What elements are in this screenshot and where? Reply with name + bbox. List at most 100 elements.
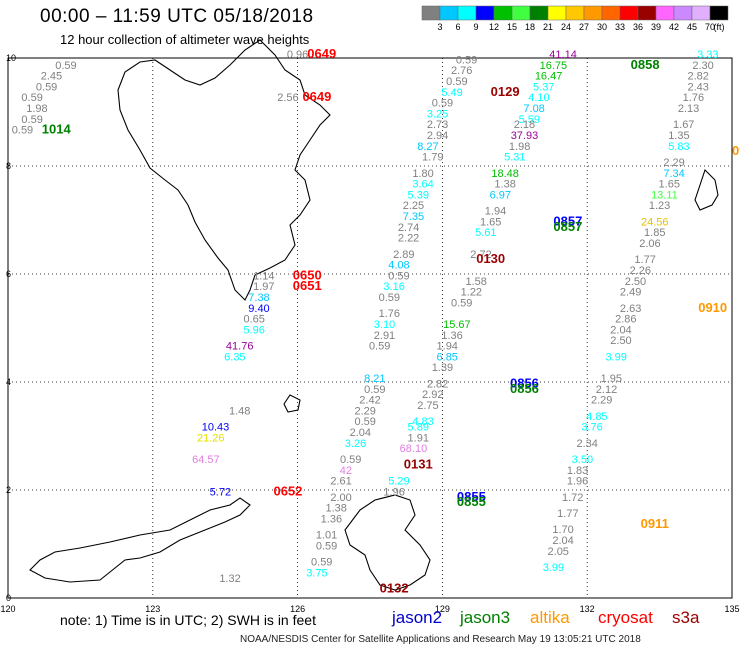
wave-height-label: 0.59 bbox=[446, 76, 467, 88]
wave-height-label: 2.86 bbox=[615, 314, 636, 326]
wave-height-label: 5.89 bbox=[408, 422, 429, 434]
wave-height-label: 1.01 bbox=[316, 530, 337, 542]
wave-height-label: 5.29 bbox=[388, 476, 409, 488]
wave-height-label: 8.27 bbox=[417, 141, 438, 153]
wave-height-label: 5.49 bbox=[441, 87, 462, 99]
wave-height-label: 2.29 bbox=[591, 395, 612, 407]
wave-height-label: 0.59 bbox=[456, 54, 477, 66]
wave-height-label: 1.80 bbox=[412, 168, 433, 180]
map-frame bbox=[7, 57, 733, 599]
wave-height-label: 1.36 bbox=[441, 330, 462, 342]
x-tick-label: 120 bbox=[0, 604, 15, 614]
y-axis-ticks: 0 2 4 6 8 10 bbox=[6, 53, 16, 603]
wave-height-label: 13.11 bbox=[651, 189, 678, 201]
wave-height-label: 1.36 bbox=[321, 513, 342, 525]
wave-height-label: 1.35 bbox=[668, 130, 689, 142]
wave-height-label: 1.39 bbox=[432, 362, 453, 374]
wave-height-label: 1.85 bbox=[644, 227, 665, 239]
wave-height-label: 0.59 bbox=[432, 98, 453, 110]
wave-height-label: 2.12 bbox=[596, 384, 617, 396]
color-swatch bbox=[673, 5, 693, 21]
wave-height-label: 0.59 bbox=[379, 292, 400, 304]
color-swatch bbox=[655, 5, 675, 21]
wave-height-label: 0.59 bbox=[316, 540, 337, 552]
x-tick-label: 135 bbox=[724, 604, 739, 614]
wave-height-label: 2.06 bbox=[639, 238, 660, 250]
color-swatch bbox=[619, 5, 639, 21]
wave-height-label: 2.50 bbox=[610, 335, 631, 347]
wave-height-label: 3.10 bbox=[374, 319, 395, 331]
wave-height-label: 1.94 bbox=[437, 341, 458, 353]
wave-height-label: 0.96 bbox=[287, 49, 308, 61]
pass-time-label: 0652 bbox=[273, 483, 302, 498]
color-swatch bbox=[637, 5, 657, 21]
pass-time-label: 0129 bbox=[491, 84, 520, 99]
color-swatch bbox=[601, 5, 621, 21]
wave-height-label: 2.04 bbox=[610, 324, 631, 336]
wave-height-label: 7.35 bbox=[403, 211, 424, 223]
wave-height-label: 0.59 bbox=[55, 60, 76, 72]
color-scale-label: 70 bbox=[705, 22, 715, 32]
wave-height-label: 1.48 bbox=[229, 405, 250, 417]
wave-height-label: 3.25 bbox=[427, 108, 448, 120]
wave-height-label: 5.39 bbox=[408, 189, 429, 201]
wave-height-label: 0.59 bbox=[354, 416, 375, 428]
wave-height-label: 3.75 bbox=[306, 567, 327, 579]
pass-time-label: 0649 bbox=[307, 46, 336, 61]
wave-height-label: 0.59 bbox=[388, 270, 409, 282]
color-swatch bbox=[457, 5, 477, 21]
wave-height-label: 1.96 bbox=[383, 486, 404, 498]
wave-height-label: 6.35 bbox=[224, 351, 245, 363]
pass-time-label: 0911 bbox=[641, 516, 669, 531]
wave-height-label: 0.59 bbox=[369, 341, 390, 353]
wave-height-label: 1.14 bbox=[253, 270, 274, 282]
wave-height-label: 2.94 bbox=[427, 130, 448, 142]
wave-height-label: 0.59 bbox=[311, 557, 332, 569]
wave-height-label: 41.76 bbox=[226, 341, 254, 353]
wave-height-label: 0.59 bbox=[21, 114, 42, 126]
wave-height-label: 3.26 bbox=[345, 438, 366, 450]
wave-height-label: 5.37 bbox=[533, 81, 554, 93]
wave-height-label: 5.96 bbox=[243, 324, 264, 336]
wave-height-label: 5.72 bbox=[210, 486, 231, 498]
wave-height-label: 68.10 bbox=[400, 443, 428, 455]
map-border bbox=[7, 57, 733, 599]
wave-height-label: 2.34 bbox=[576, 438, 597, 450]
x-tick-label: 123 bbox=[145, 604, 160, 614]
y-tick-label: 8 bbox=[6, 161, 11, 171]
wave-height-label: 7.34 bbox=[663, 168, 684, 180]
x-tick-label: 132 bbox=[580, 604, 595, 614]
pass-time-label: 0651 bbox=[293, 278, 322, 293]
wave-height-label: 0.59 bbox=[451, 297, 472, 309]
wave-height-label: 15.67 bbox=[443, 319, 471, 331]
wave-height-label: 2.63 bbox=[620, 303, 641, 315]
pass-time-label: 0855 bbox=[457, 494, 486, 509]
wave-height-label: 42 bbox=[340, 465, 352, 477]
wave-height-label: 2.30 bbox=[692, 60, 713, 72]
wave-height-label: 2.49 bbox=[620, 287, 641, 299]
coastline-land bbox=[29, 39, 719, 591]
wave-height-label: 2.18 bbox=[514, 119, 535, 131]
wave-height-label: 9.40 bbox=[248, 303, 269, 315]
wave-height-label: 2.82 bbox=[427, 378, 448, 390]
color-swatch bbox=[583, 5, 603, 21]
wave-height-label: 6.85 bbox=[437, 351, 458, 363]
pass-time-label: 0131 bbox=[404, 456, 433, 471]
y-tick-label: 6 bbox=[6, 269, 11, 279]
wave-height-label: 1.22 bbox=[461, 287, 482, 299]
y-tick-label: 0 bbox=[6, 593, 11, 603]
color-swatch bbox=[565, 5, 585, 21]
wave-height-label: 3.76 bbox=[581, 422, 602, 434]
y-tick-label: 10 bbox=[6, 53, 16, 63]
color-swatch bbox=[547, 5, 567, 21]
wave-height-label: 2.43 bbox=[688, 81, 709, 93]
wave-height-label: 2.26 bbox=[630, 265, 651, 277]
wave-height-label: 1.76 bbox=[379, 308, 400, 320]
pass-time-label: 0910 bbox=[698, 300, 727, 315]
map-title: 00:00 – 11:59 UTC 05/18/2018 bbox=[40, 6, 314, 27]
color-scale-label: 45 bbox=[687, 22, 697, 32]
wave-height-label: 24.56 bbox=[641, 216, 669, 228]
coastline-mindanao bbox=[29, 497, 251, 583]
wave-height-label: 0.59 bbox=[21, 92, 42, 104]
